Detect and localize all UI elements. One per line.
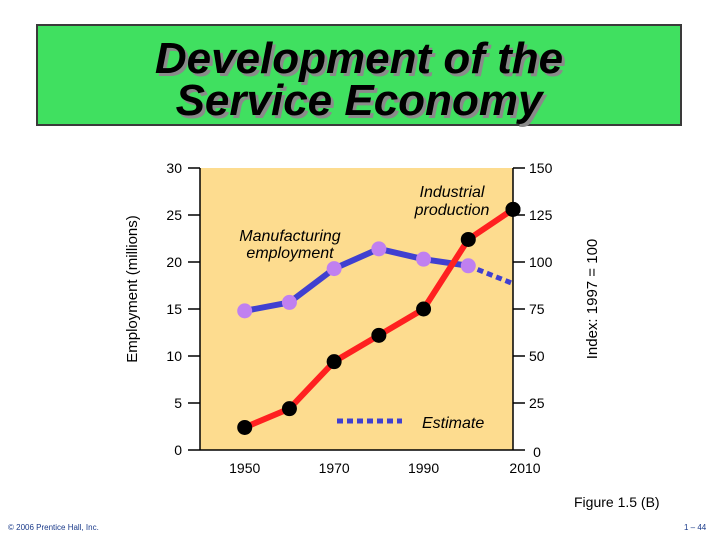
industrial-point: [505, 201, 521, 217]
manufacturing-point: [237, 303, 253, 319]
slide-title: Development of the Service Economy: [38, 34, 680, 125]
y-tick-label: 30: [166, 160, 182, 176]
y2-tick-label: 75: [529, 301, 545, 317]
x-tick-label: 1970: [319, 460, 350, 476]
industrial-point: [460, 231, 476, 247]
manufacturing-estimate-line: [467, 263, 514, 286]
industrial-series-label: production: [414, 202, 490, 219]
manufacturing-series-label: Manufacturing: [239, 228, 340, 245]
y2-tick-label: 0: [533, 444, 541, 460]
page-number: 1 – 44: [684, 523, 707, 532]
y-tick-label: 20: [166, 254, 182, 270]
estimate-legend-label: Estimate: [422, 415, 484, 432]
copyright-notice: © 2006 Prentice Hall, Inc.: [8, 523, 99, 532]
y-tick-label: 0: [174, 442, 182, 458]
manufacturing-point: [281, 294, 297, 310]
industrial-point: [281, 401, 297, 417]
y2-axis-title: Index: 1997 = 100: [584, 239, 601, 360]
y2-tick-label: 100: [529, 254, 553, 270]
y2-tick-label: 25: [529, 395, 545, 411]
manufacturing-point: [371, 241, 387, 257]
y2-tick-label: 50: [529, 348, 545, 364]
y-tick-label: 15: [166, 301, 182, 317]
x-tick-label: 2010: [509, 460, 540, 476]
x-tick-label: 1950: [229, 460, 260, 476]
y-tick-label: 10: [166, 348, 182, 364]
y-tick-label: 5: [174, 395, 182, 411]
y2-tick-label: 150: [529, 160, 553, 176]
figure-caption: Figure 1.5 (B): [574, 494, 660, 510]
title-line-2: Service Economy: [175, 76, 543, 125]
manufacturing-point: [460, 258, 476, 274]
y-tick-label: 25: [166, 207, 182, 223]
industrial-series-label: Industrial: [420, 184, 485, 201]
manufacturing-point: [326, 261, 342, 277]
y2-tick-label: 125: [529, 207, 553, 223]
industrial-estimate-line: [466, 207, 515, 242]
y-axis-title: Employment (millions): [124, 215, 141, 363]
manufacturing-series-label: employment: [246, 245, 334, 262]
industrial-point: [416, 301, 432, 317]
manufacturing-line: [244, 245, 469, 314]
x-tick-label: 1990: [408, 460, 439, 476]
industrial-point: [326, 354, 342, 370]
industrial-point: [371, 327, 387, 343]
manufacturing-point: [416, 251, 432, 267]
title-banner: Development of the Service Economy: [36, 24, 682, 126]
industrial-point: [237, 419, 253, 435]
title-line-1: Development of the: [154, 34, 564, 83]
